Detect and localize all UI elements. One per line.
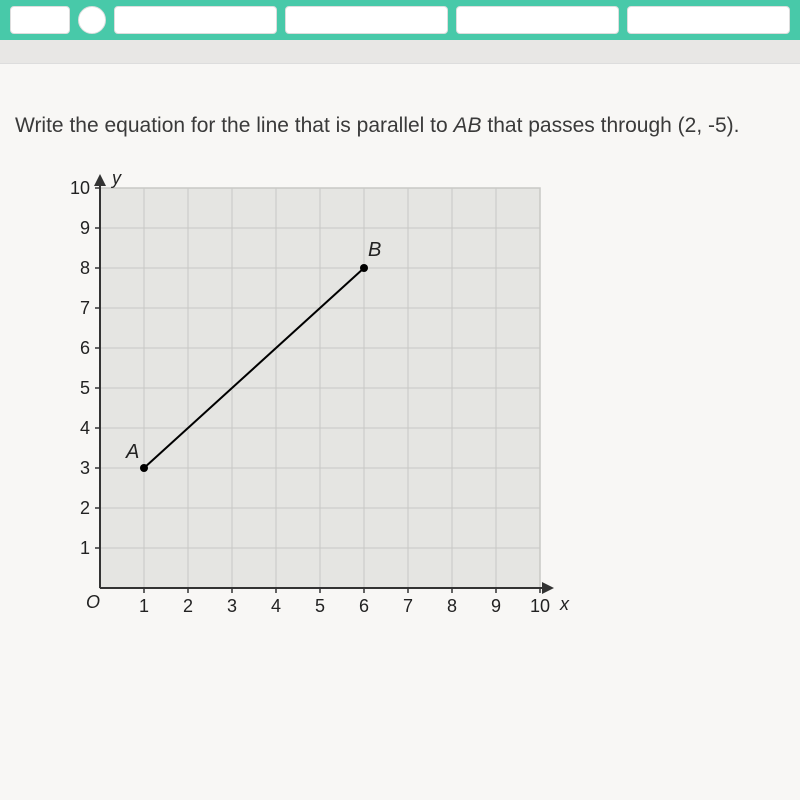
- svg-text:2: 2: [80, 498, 90, 518]
- svg-text:10: 10: [530, 596, 550, 616]
- top-toolbar: [0, 0, 800, 40]
- toolbar-pill[interactable]: [456, 6, 619, 34]
- svg-text:5: 5: [80, 378, 90, 398]
- svg-text:6: 6: [80, 338, 90, 358]
- svg-text:3: 3: [227, 596, 237, 616]
- svg-text:6: 6: [359, 596, 369, 616]
- question-segment: AB: [454, 114, 482, 137]
- svg-text:B: B: [368, 239, 381, 261]
- svg-text:1: 1: [139, 596, 149, 616]
- toolbar-pill[interactable]: [114, 6, 277, 34]
- toolbar-pill[interactable]: [627, 6, 790, 34]
- toolbar-circle[interactable]: [78, 6, 106, 34]
- svg-text:4: 4: [80, 418, 90, 438]
- question-suffix: that passes through (2, -5).: [482, 114, 740, 137]
- svg-text:A: A: [125, 441, 139, 463]
- svg-text:10: 10: [70, 178, 90, 198]
- svg-text:8: 8: [80, 258, 90, 278]
- svg-text:2: 2: [183, 596, 193, 616]
- svg-text:8: 8: [447, 596, 457, 616]
- content-area: Write the equation for the line that is …: [0, 64, 800, 648]
- question-prefix: Write the equation for the line that is …: [15, 114, 454, 137]
- sub-toolbar: [0, 40, 800, 64]
- svg-text:O: O: [86, 592, 100, 612]
- svg-text:7: 7: [403, 596, 413, 616]
- svg-text:1: 1: [80, 538, 90, 558]
- svg-text:7: 7: [80, 298, 90, 318]
- chart-svg: 1 2 3 4 5 6 7 8 9 10 1 2 3 4 5 6 7 8 9 10 y x O A B: [45, 168, 585, 648]
- svg-text:x: x: [559, 594, 570, 614]
- svg-text:5: 5: [315, 596, 325, 616]
- svg-text:4: 4: [271, 596, 281, 616]
- svg-text:y: y: [110, 168, 122, 188]
- coordinate-chart: 1 2 3 4 5 6 7 8 9 10 1 2 3 4 5 6 7 8 9 10 y x O A B: [45, 168, 585, 648]
- svg-text:9: 9: [491, 596, 501, 616]
- question-text: Write the equation for the line that is …: [15, 114, 800, 138]
- svg-text:9: 9: [80, 218, 90, 238]
- toolbar-item[interactable]: [10, 6, 70, 34]
- svg-text:3: 3: [80, 458, 90, 478]
- toolbar-pill[interactable]: [285, 6, 448, 34]
